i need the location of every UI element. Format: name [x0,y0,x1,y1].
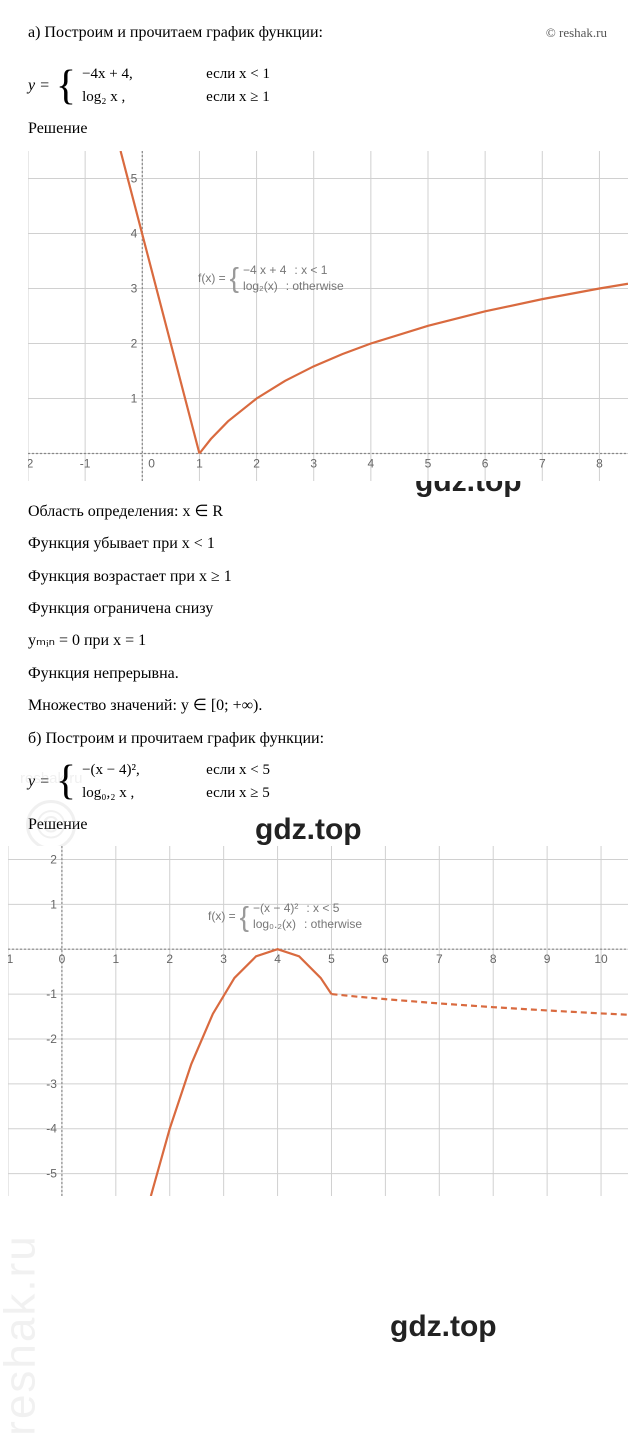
case-b2-cond: если x ≥ 5 [206,785,270,802]
legend-b-r1c: : x < 5 [306,901,339,915]
analysis-ymin: yₘᵢₙ = 0 при x = 1 [28,630,607,652]
solution-label-a: Решение [28,118,607,140]
svg-text:-1: -1 [80,456,91,470]
piecewise-b: y = { −(x − 4)², если x < 5 log₀,₂ x , е… [28,762,607,802]
svg-text:8: 8 [490,953,497,967]
piecewise-a-cases: −4x + 4, если x < 1 log₂ x , если x ≥ 1 [82,66,270,106]
svg-text:9: 9 [544,953,551,967]
svg-text:-5: -5 [46,1167,57,1181]
svg-text:2: 2 [131,336,138,350]
svg-text:8: 8 [596,456,603,470]
case-b1-expr: −(x − 4)², [82,762,182,779]
piecewise-b-var: y = [28,773,50,791]
svg-text:-1: -1 [8,953,14,967]
case-b2-expr: log₀,₂ x , [82,785,182,802]
svg-text:1: 1 [112,953,119,967]
watermark-gdz: gdz.top [390,1310,497,1344]
legend-a-prefix: f(x) = [198,271,226,285]
source-label: © reshak.ru [546,25,607,41]
svg-text:0: 0 [148,456,155,470]
svg-text:0: 0 [59,953,66,967]
svg-text:5: 5 [328,953,335,967]
legend-a-r1e: −4 x + 4 [243,263,286,277]
part-a-title: а) Построим и прочитаем график функции: [28,22,323,44]
chart-b: -1 0 1 2 3 4 5 6 7 8 9 10 -5 -4 -3 -2 -1 1 2 f(x) = { −(x … [8,846,628,1196]
svg-text:5: 5 [131,171,138,185]
legend-a-r2e: log₂(x) [243,279,278,293]
svg-text:-2: -2 [46,1032,57,1046]
case-a2-cond: если x ≥ 1 [206,89,270,106]
svg-text:6: 6 [382,953,389,967]
legend-b-r1e: −(x − 4)² [253,901,298,915]
analysis-bounded: Функция ограничена снизу [28,598,607,620]
svg-text:1: 1 [50,898,57,912]
svg-text:3: 3 [310,456,317,470]
svg-text:4: 4 [131,226,138,240]
chart-b-legend: f(x) = { −(x − 4)² : x < 5 log₀.₂(x) : o… [208,901,362,931]
piecewise-b-cases: −(x − 4)², если x < 5 log₀,₂ x , если x … [82,762,270,802]
svg-text:3: 3 [131,281,138,295]
svg-text:-4: -4 [46,1122,57,1136]
analysis-range: Множество значений: y ∈ [0; +∞). [28,695,607,717]
case-a1-expr: −4x + 4, [82,66,182,83]
svg-text:6: 6 [482,456,489,470]
svg-text:7: 7 [436,953,443,967]
svg-text:4: 4 [274,953,281,967]
chart-a: -2 -1 0 1 2 3 4 5 6 7 8 1 2 3 4 5 f(x) = { −4 x + 4 : x… [28,151,628,481]
analysis-decreasing: Функция убывает при x < 1 [28,533,607,555]
analysis-continuous: Функция непрерывна. [28,663,607,685]
part-b-title: б) Построим и прочитаем график функции: [28,728,607,750]
legend-b-r2e: log₀.₂(x) [253,917,296,931]
svg-text:7: 7 [539,456,546,470]
svg-text:4: 4 [368,456,375,470]
legend-a-r2c: : otherwise [286,279,344,293]
case-a2-expr: log₂ x , [82,89,182,106]
svg-text:5: 5 [425,456,432,470]
piecewise-a: y = { −4x + 4, если x < 1 log₂ x , если … [28,66,607,106]
case-b1-cond: если x < 5 [206,762,270,779]
svg-text:10: 10 [594,953,608,967]
watermark-reshak-vert: reshak.ru [0,1234,46,1435]
brace-icon: { [56,767,76,796]
svg-text:-1: -1 [46,987,57,1001]
piecewise-a-var: y = [28,77,50,95]
chart-a-legend: f(x) = { −4 x + 4 : x < 1 log₂(x) : othe… [198,263,344,293]
solution-label-b: Решение [28,814,607,836]
legend-b-r2c: : otherwise [304,917,362,931]
analysis-increasing: Функция возрастает при x ≥ 1 [28,566,607,588]
legend-a-r1c: : x < 1 [294,263,327,277]
legend-b-prefix: f(x) = [208,909,236,923]
case-a1-cond: если x < 1 [206,66,270,83]
page-container: gdz.top gdz.top gdz.top gdz.top gdz.top … [0,0,635,1228]
svg-text:2: 2 [253,456,260,470]
brace-icon: { [240,907,249,927]
svg-text:2: 2 [50,853,57,867]
header-row: а) Построим и прочитаем график функции: … [28,12,607,54]
svg-text:-2: -2 [28,456,34,470]
svg-text:3: 3 [220,953,227,967]
analysis-domain: Область определения: x ∈ R [28,501,607,523]
svg-text:-3: -3 [46,1077,57,1091]
brace-icon: { [230,268,239,288]
svg-text:1: 1 [131,391,138,405]
svg-text:2: 2 [166,953,173,967]
brace-icon: { [56,72,76,101]
svg-text:1: 1 [196,456,203,470]
